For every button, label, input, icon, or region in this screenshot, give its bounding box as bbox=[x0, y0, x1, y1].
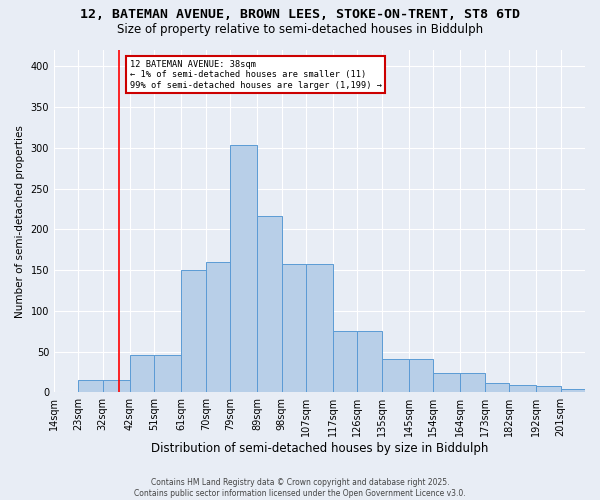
Bar bbox=[536, 386, 560, 392]
Bar bbox=[103, 380, 130, 392]
Bar bbox=[79, 380, 103, 392]
Bar bbox=[130, 355, 154, 393]
Bar bbox=[230, 146, 257, 392]
Bar bbox=[485, 382, 509, 392]
Bar bbox=[460, 373, 485, 392]
Bar bbox=[281, 264, 306, 392]
Text: 12, BATEMAN AVENUE, BROWN LEES, STOKE-ON-TRENT, ST8 6TD: 12, BATEMAN AVENUE, BROWN LEES, STOKE-ON… bbox=[80, 8, 520, 20]
Bar bbox=[306, 264, 333, 392]
Text: 12 BATEMAN AVENUE: 38sqm
← 1% of semi-detached houses are smaller (11)
99% of se: 12 BATEMAN AVENUE: 38sqm ← 1% of semi-de… bbox=[130, 60, 382, 90]
Bar bbox=[382, 359, 409, 392]
Text: Contains HM Land Registry data © Crown copyright and database right 2025.
Contai: Contains HM Land Registry data © Crown c… bbox=[134, 478, 466, 498]
Bar bbox=[257, 216, 281, 392]
Bar bbox=[509, 385, 536, 392]
Y-axis label: Number of semi-detached properties: Number of semi-detached properties bbox=[15, 124, 25, 318]
Bar bbox=[358, 331, 382, 392]
X-axis label: Distribution of semi-detached houses by size in Biddulph: Distribution of semi-detached houses by … bbox=[151, 442, 488, 455]
Bar bbox=[181, 270, 206, 392]
Bar bbox=[409, 359, 433, 392]
Bar bbox=[433, 373, 460, 392]
Text: Size of property relative to semi-detached houses in Biddulph: Size of property relative to semi-detach… bbox=[117, 22, 483, 36]
Bar bbox=[560, 389, 585, 392]
Bar bbox=[154, 355, 181, 393]
Bar bbox=[206, 262, 230, 392]
Bar bbox=[333, 331, 358, 392]
